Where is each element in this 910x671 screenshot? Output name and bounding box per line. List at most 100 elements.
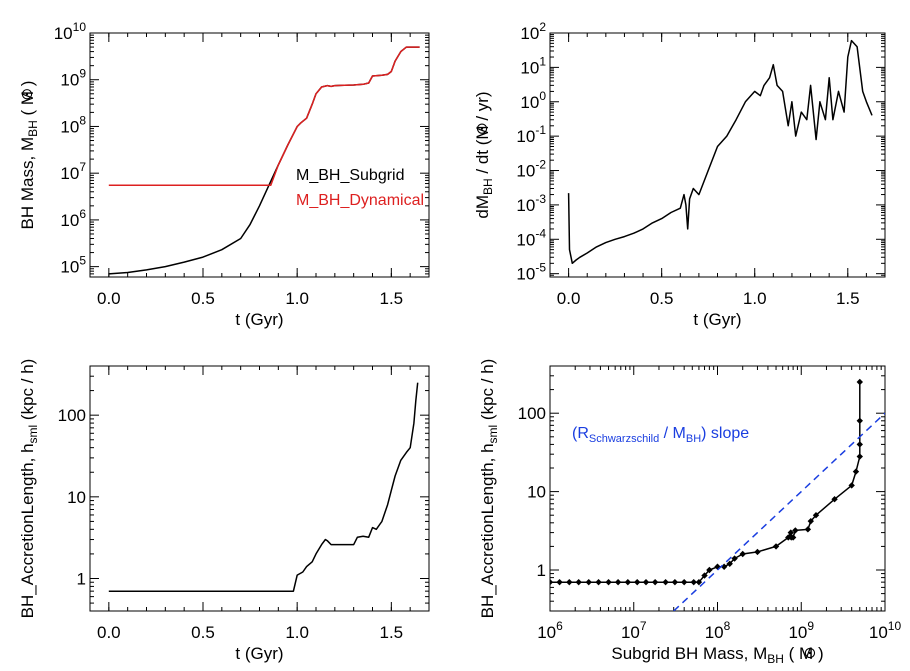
y-tick-base: 10: [516, 196, 535, 215]
y-label-unit: (kpc / h): [18, 359, 37, 425]
data-point: [695, 578, 703, 586]
x-tick-exp: 9: [807, 619, 814, 633]
x-axis-label: t (Gyr): [693, 310, 741, 329]
y-tick-base: 10: [60, 117, 79, 136]
x-tick-label: 0.0: [557, 289, 581, 308]
y-axis-label: BH Mass, MBH ( M ): [18, 81, 40, 230]
y-tick-exp: 8: [79, 113, 86, 127]
data-point: [701, 572, 708, 579]
y-tick-exp: -4: [535, 226, 546, 240]
x-label-main: Subgrid BH Mass, M: [611, 644, 767, 663]
y-label-sub: BH: [481, 178, 495, 195]
data-point: [848, 482, 855, 489]
y-tick-label: 106: [60, 207, 86, 230]
data-point: [634, 578, 641, 586]
y-tick-base: 10: [520, 58, 539, 77]
y-tick-base: 10: [60, 258, 79, 277]
y-tick-base: 10: [516, 265, 535, 284]
y-tick-base: 1: [537, 561, 546, 580]
x-tick-base: 10: [869, 623, 888, 642]
plot-frame: [549, 365, 886, 612]
data-point: [566, 578, 573, 586]
y-tick-label: 10-2: [516, 158, 546, 181]
data-point: [690, 578, 697, 586]
data-point: [731, 555, 738, 562]
y-tick-label: 105: [60, 254, 86, 277]
panel-p3: 0.0 0.5 1.0 1.5 1 10 100 t (Gyr) BH_AccretionLen…: [18, 359, 430, 663]
x-tick-label: 1.0: [743, 289, 767, 308]
x-tick-label: 107: [621, 619, 647, 642]
y-tick-exp: 9: [79, 67, 86, 81]
data-point: [671, 578, 679, 586]
y-label-unit-close: ): [18, 81, 37, 87]
x-tick-base: 10: [705, 623, 724, 642]
y-axis-label: BH_AccretionLength, hsml (kpc / h): [478, 359, 500, 619]
x-label-sub: BH: [767, 652, 784, 666]
x-tick-exp: 6: [556, 619, 563, 633]
plot-frame: [89, 32, 430, 278]
y-tick-label: 107: [60, 160, 86, 183]
annot-sub: Schwarzschild: [589, 433, 659, 445]
x-tick-exp: 7: [640, 619, 647, 633]
plot-frame: [549, 32, 886, 278]
y-tick-exp: 6: [79, 207, 86, 221]
y-tick-label: 102: [520, 20, 546, 43]
y-tick-base: 10: [54, 24, 73, 43]
y-label-sun-dot: [480, 127, 484, 130]
y-label-unit-close: / yr): [473, 91, 492, 120]
series-line-p3-0: [108, 382, 419, 592]
legend-entry-M_BH_Subgrid: M_BH_Subgrid: [296, 167, 405, 184]
y-tick-exp: -5: [535, 261, 546, 275]
y-tick-base: 10: [60, 164, 79, 183]
series-line-M_BH_Subgrid: [108, 46, 420, 275]
x-label-unit-close: ): [818, 644, 824, 663]
series-line-p4-0: [550, 382, 861, 583]
data-point: [680, 578, 688, 586]
data-point: [726, 560, 733, 567]
y-tick-exp: -2: [535, 158, 546, 172]
slope-annotation: (RSchwarzschild / MBH) slope: [572, 425, 749, 445]
data-point: [831, 496, 838, 503]
y-tick-base: 10: [60, 71, 79, 90]
annot-pre: (R: [572, 425, 589, 442]
y-label-sub: BH: [26, 120, 40, 137]
y-tick-base: 10: [67, 488, 86, 507]
data-point: [651, 578, 659, 586]
data-point: [614, 578, 622, 586]
data-point: [585, 578, 592, 586]
x-tick-exp: 10: [888, 619, 902, 633]
y-tick-label: 100: [518, 404, 546, 423]
x-tick-base: 10: [621, 623, 640, 642]
x-tick-label: 0.0: [97, 623, 121, 642]
series-group: [567, 39, 873, 265]
y-label-main: BH Mass, M: [18, 137, 37, 230]
y-tick-base: 10: [520, 24, 539, 43]
y-tick-exp: 7: [79, 160, 86, 174]
data-point: [642, 578, 650, 586]
y-label-tail: / dt: [473, 150, 492, 179]
data-point: [595, 578, 602, 586]
y-tick-label: 100: [520, 89, 546, 112]
series-line-M_BH_Dynamical: [108, 46, 420, 187]
x-tick-label: 1.0: [285, 623, 309, 642]
y-tick-base: 10: [527, 483, 546, 502]
y-tick-label: 101: [520, 54, 546, 77]
x-tick-label: 0.5: [191, 289, 215, 308]
y-tick-label: 1010: [54, 20, 87, 43]
x-axis-label: Subgrid BH Mass, MBH ( M ): [611, 644, 823, 666]
y-tick-label: 108: [60, 113, 86, 136]
data-point: [550, 578, 554, 586]
series-line-p4-1: [673, 412, 885, 611]
data-point: [605, 578, 612, 586]
series-line-p2-0: [567, 39, 873, 265]
data-point: [556, 578, 563, 586]
data-point: [575, 578, 582, 586]
x-label-sun-dot: [808, 651, 812, 655]
y-label-unit: (M: [473, 121, 492, 150]
y-label-sub: sml: [486, 425, 500, 444]
y-tick-exp: 10: [73, 20, 87, 34]
data-point: [789, 534, 797, 541]
y-tick-exp: 1: [539, 54, 546, 68]
data-point: [624, 578, 632, 586]
